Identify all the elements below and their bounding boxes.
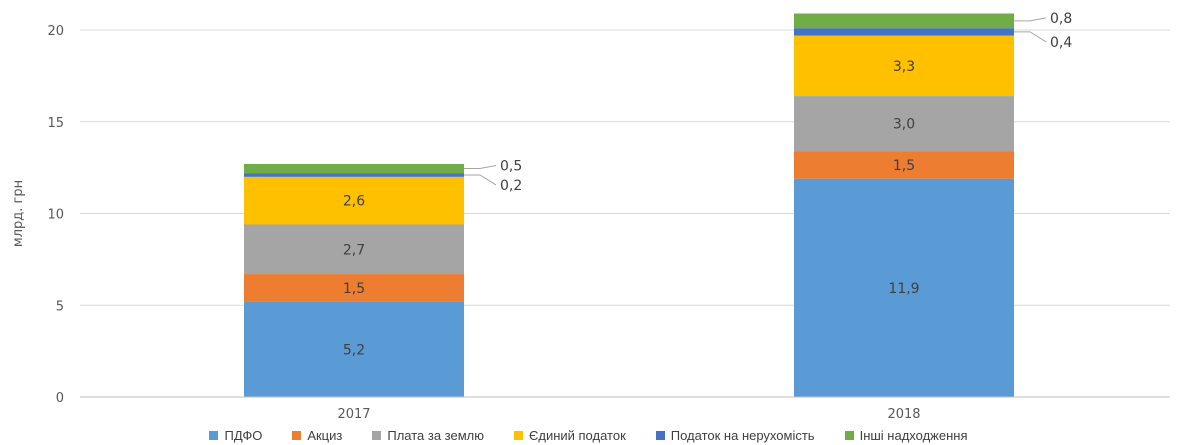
leader-line (464, 165, 497, 170)
x-tick-label: 2018 (887, 407, 920, 422)
legend-swatch (514, 430, 524, 440)
data-label: 5,2 (343, 342, 365, 358)
legend-swatch (372, 430, 382, 440)
data-label: 11,9 (888, 281, 919, 297)
bar-segment-2018-4 (794, 28, 1014, 36)
leader-line (1014, 17, 1047, 22)
legend-label: ПДФО (224, 427, 263, 443)
bar-segment-2017-5 (244, 163, 464, 174)
data-label: 1,5 (343, 281, 365, 297)
legend-swatch (844, 430, 854, 440)
legend-swatch (655, 430, 665, 440)
y-axis-label: млрд. грн (11, 180, 26, 247)
bar-segment-2018-2 (794, 96, 1014, 152)
bar-segment-2018-0 (794, 178, 1014, 397)
x-tick-label: 2017 (337, 407, 370, 422)
data-label: 0,5 (500, 159, 522, 175)
data-label: 0,2 (500, 178, 522, 194)
bar-segment-2018-1 (794, 151, 1014, 179)
legend: ПДФО Акциз Плата за землю Єдиний податок Под… (0, 426, 1177, 444)
legend-item: Податок на нерухомість (655, 426, 815, 444)
stacked-bar-chart: 0 5 10 15 20 млрд. грн 5,2 1,5 2,7 2,6 0,5 0,2 2017 1… (11, 11, 1170, 422)
legend-label: Інші надходження (859, 427, 968, 443)
legend-label: Плата за землю (387, 427, 485, 443)
data-label: 2,6 (343, 194, 365, 210)
leader-line (1014, 31, 1047, 43)
legend-item: Плата за землю (372, 426, 484, 444)
legend-item: Акциз (292, 426, 342, 444)
bar-segment-2018-5 (794, 13, 1014, 29)
leader-line (464, 174, 497, 186)
legend-label: Податок на нерухомість (670, 427, 815, 443)
data-label: 3,3 (893, 59, 915, 75)
legend-item: Інші надходження (844, 426, 968, 444)
bar-segment-2017-4 (244, 173, 464, 177)
bar-segment-2018-3 (794, 35, 1014, 97)
legend-label: Акциз (307, 427, 343, 443)
y-tick-label: 20 (47, 24, 64, 39)
legend-swatch (209, 430, 219, 440)
bar-segment-2017-3 (244, 176, 464, 225)
data-label: 0,4 (1050, 35, 1072, 51)
data-label: 1,5 (893, 158, 915, 174)
legend-item: Єдиний податок (514, 426, 626, 444)
y-tick-label: 5 (56, 299, 64, 314)
y-tick-label: 0 (56, 391, 64, 406)
bar-segment-2017-1 (244, 274, 464, 302)
legend-swatch (292, 430, 302, 440)
data-label: 3,0 (893, 117, 915, 133)
legend-item: ПДФО (209, 426, 262, 444)
legend-label: Єдиний податок (529, 427, 626, 443)
y-tick-label: 10 (47, 208, 64, 223)
bar-segment-2017-0 (244, 301, 464, 397)
data-label: 2,7 (343, 242, 365, 258)
y-tick-label: 15 (47, 116, 64, 131)
data-label: 0,8 (1050, 11, 1072, 27)
bar-segment-2017-2 (244, 224, 464, 275)
